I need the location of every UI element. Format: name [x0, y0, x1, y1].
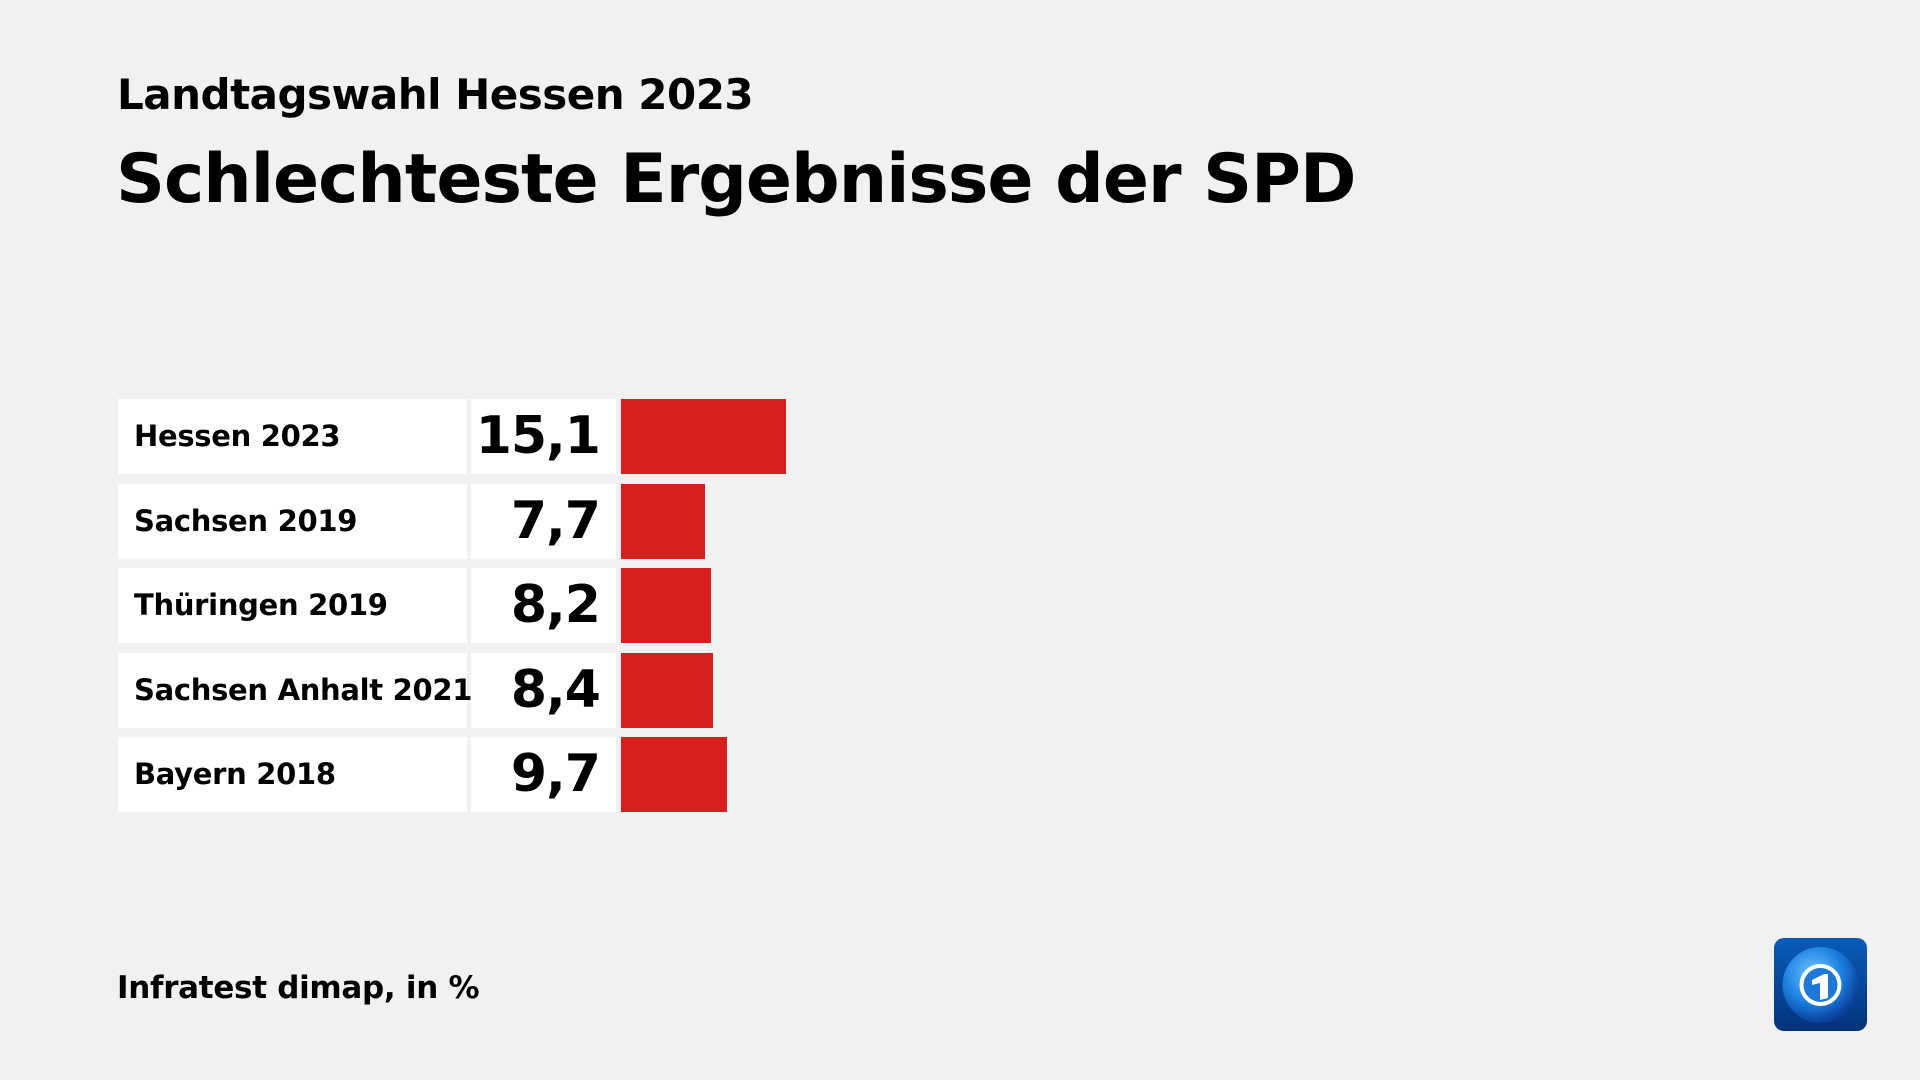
category-label: Sachsen 2019 — [118, 483, 467, 559]
data-label: 7,7 — [471, 483, 616, 559]
chart-subtitle: Landtagswahl Hessen 2023 — [117, 70, 754, 119]
data-label: 8,4 — [471, 652, 616, 728]
bar — [621, 399, 787, 474]
category-label: Sachsen Anhalt 2021 — [118, 652, 472, 728]
data-label: 15,1 — [471, 399, 616, 474]
data-label: 9,7 — [471, 737, 616, 813]
globe-icon — [1782, 947, 1859, 1023]
category-label: Thüringen 2019 — [118, 568, 467, 644]
source-note: Infratest dimap, in % — [117, 970, 480, 1006]
bar — [621, 737, 728, 813]
bar — [621, 483, 706, 559]
category-label: Hessen 2023 — [118, 399, 467, 474]
category-label: Bayern 2018 — [118, 737, 467, 813]
bar — [621, 568, 711, 644]
tagesschau-logo — [1774, 938, 1867, 1031]
data-label: 8,2 — [471, 568, 616, 644]
chart-title: Schlechteste Ergebnisse der SPD — [116, 140, 1356, 219]
bar — [621, 652, 713, 728]
